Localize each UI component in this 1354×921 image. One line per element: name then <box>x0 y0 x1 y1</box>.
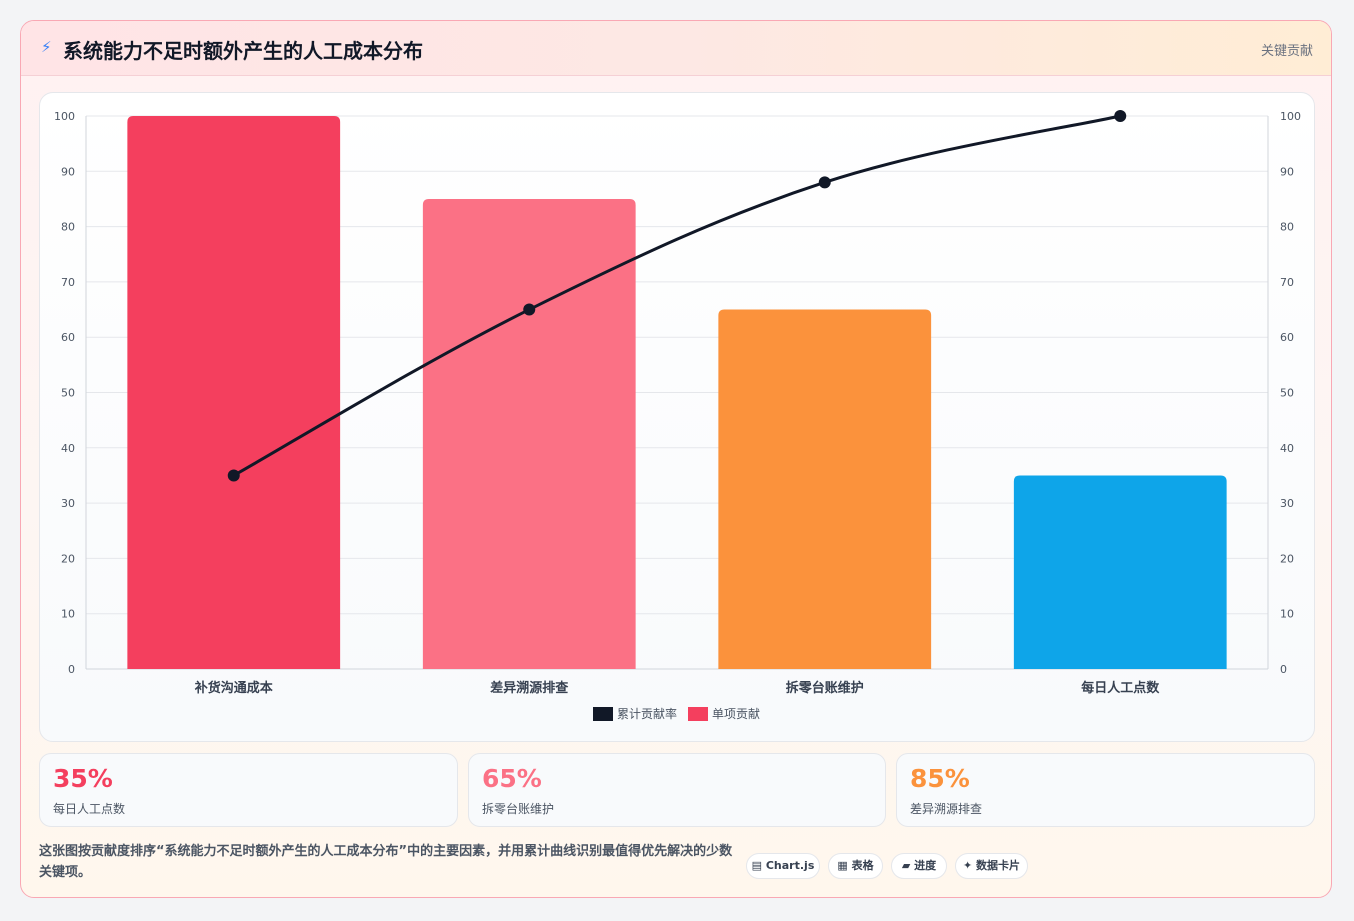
chart-description: 这张图按贡献度排序“系统能力不足时额外产生的人工成本分布”中的主要因素，并用累计… <box>39 844 733 880</box>
stat-label: 差异溯源排查 <box>910 802 983 816</box>
y-tick-label-right: 20 <box>1280 552 1294 565</box>
key-contribution-badge[interactable]: 关键贡献 <box>1260 44 1313 59</box>
y-tick-label-left: 50 <box>61 387 75 400</box>
stat-value: 65% <box>482 764 542 793</box>
y-tick-label-right: 70 <box>1280 276 1294 289</box>
y-tick-label-left: 30 <box>61 497 75 510</box>
stat-label: 每日人工点数 <box>53 802 126 816</box>
cumulative-point <box>818 176 831 189</box>
stat-value: 35% <box>53 764 113 793</box>
x-tick-label: 拆零台账维护 <box>786 680 864 696</box>
bar <box>718 309 932 669</box>
y-tick-label-left: 100 <box>54 110 75 123</box>
legend-swatch <box>593 707 613 721</box>
bar <box>1013 475 1227 669</box>
chip-label: 表格 <box>851 859 874 872</box>
progress-icon: ▰ <box>901 859 911 872</box>
chip-progress[interactable]: ▰ 进度 <box>891 853 947 879</box>
chip-chartjs[interactable]: ▤ Chart.js <box>746 853 820 879</box>
chart-panel: 0 0 10 10 20 20 30 30 40 40 50 50 60 60 70 70 80 80 90 90 10… <box>39 92 1315 742</box>
stat-card-3: 85% 差异溯源排查 <box>896 753 1315 827</box>
legend-swatch <box>688 707 708 721</box>
y-tick-label-right: 10 <box>1280 608 1294 621</box>
y-tick-label-left: 60 <box>61 331 75 344</box>
y-tick-label-left: 20 <box>61 552 75 565</box>
pareto-chart: 0 0 10 10 20 20 30 30 40 40 50 50 60 60 70 70 80 80 90 90 10… <box>54 110 1301 721</box>
cumulative-point <box>227 469 240 482</box>
y-tick-label-left: 0 <box>68 663 75 676</box>
cumulative-point <box>1114 110 1127 122</box>
chart-card: ⚡ 系统能力不足时额外产生的人工成本分布 关键贡献 0 0 10 10 20 20 30 30… <box>20 20 1332 898</box>
y-tick-label-right: 90 <box>1280 165 1294 178</box>
chip-data-card[interactable]: ✦ 数据卡片 <box>955 853 1028 879</box>
y-tick-label-left: 80 <box>61 221 75 234</box>
chip-table[interactable]: ▦ 表格 <box>828 853 883 879</box>
legend-label: 单项贡献 <box>712 706 760 721</box>
x-tick-label: 补货沟通成本 <box>194 680 273 696</box>
stat-card-1: 35% 每日人工点数 <box>39 753 458 827</box>
y-tick-label-right: 60 <box>1280 331 1294 344</box>
y-tick-label-left: 10 <box>61 608 75 621</box>
cumulative-point <box>523 303 536 316</box>
lightning-icon: ⚡ <box>41 38 52 56</box>
table-icon: ▦ <box>837 859 848 872</box>
y-tick-label-right: 40 <box>1280 442 1294 455</box>
y-tick-label-left: 40 <box>61 442 75 455</box>
y-tick-label-left: 70 <box>61 276 75 289</box>
bar <box>422 198 636 669</box>
sparkle-icon: ✦ <box>962 859 973 872</box>
cumulative-line <box>233 114 1121 477</box>
chip-label: 数据卡片 <box>976 859 1021 872</box>
card-header: ⚡ 系统能力不足时额外产生的人工成本分布 关键贡献 <box>21 21 1331 76</box>
stat-value: 85% <box>910 764 970 793</box>
y-tick-label-right: 0 <box>1280 663 1287 676</box>
x-tick-label: 每日人工点数 <box>1081 680 1160 696</box>
x-tick-label: 差异溯源排查 <box>490 680 569 696</box>
chip-label: 进度 <box>914 859 937 872</box>
stat-card-2: 65% 拆零台账维护 <box>468 753 886 827</box>
stat-label: 拆零台账维护 <box>482 802 555 816</box>
y-tick-label-right: 50 <box>1280 387 1294 400</box>
y-tick-label-right: 30 <box>1280 497 1294 510</box>
chart-icon: ▤ <box>751 859 763 872</box>
y-tick-label-left: 90 <box>61 165 75 178</box>
legend-label: 累计贡献率 <box>617 706 677 721</box>
y-tick-label-right: 100 <box>1280 110 1301 123</box>
chip-label: Chart.js <box>765 859 815 872</box>
bar <box>127 116 341 669</box>
y-tick-label-right: 80 <box>1280 221 1294 234</box>
page-title: 系统能力不足时额外产生的人工成本分布 <box>63 39 423 63</box>
